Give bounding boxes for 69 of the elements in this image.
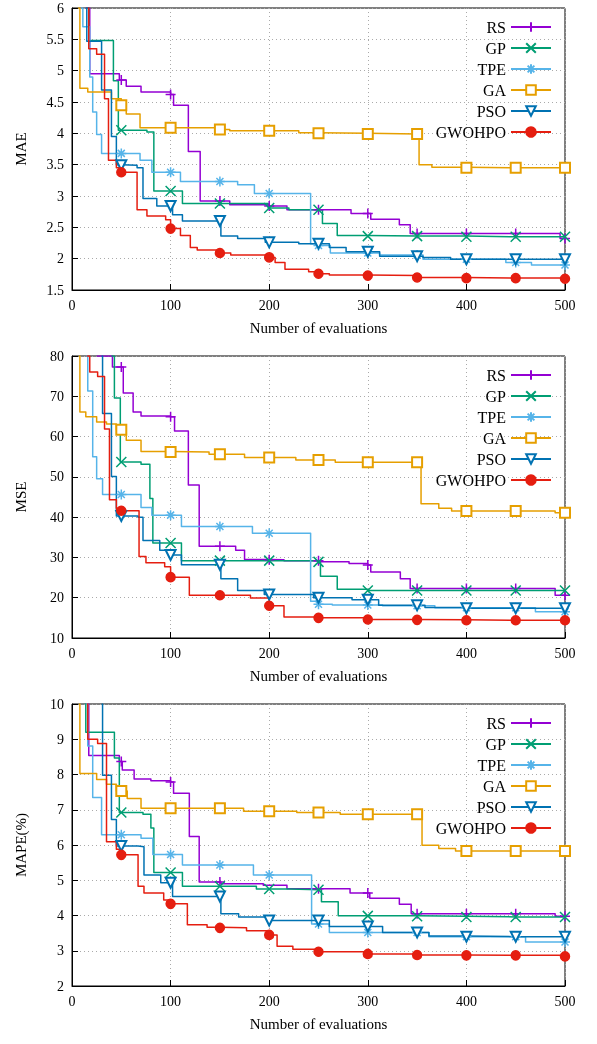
x-tick-label: 100 [160,993,182,1009]
y-tick-label: 7 [57,802,64,818]
x-axis-title: Number of evaluations [249,1015,388,1032]
y-axis-title: MSE [12,481,29,513]
legend-label: GWOHPO [435,123,506,141]
y-axis-title: MAPE(%) [12,812,30,878]
legend-label: GP [485,735,507,753]
y-tick-label: 70 [50,388,64,404]
legend-label: GP [485,387,507,405]
y-axis-title: MAE [12,132,29,166]
legend-label: PSO [476,102,506,120]
x-tick-label: 400 [455,993,477,1009]
legend-label: TPE [477,60,506,78]
y-tick-label: 3 [57,943,64,959]
x-tick-label: 300 [357,993,379,1009]
legend-label: GA [482,81,507,99]
legend-label: RS [486,714,506,732]
y-tick-label: 50 [50,469,64,485]
x-tick-label: 400 [455,297,477,313]
x-tick-label: 0 [68,993,76,1009]
legend-label: GWOHPO [435,819,506,837]
x-tick-label: 200 [258,993,280,1009]
legend-label: RS [486,18,506,36]
x-axis-title: Number of evaluations [249,319,388,336]
x-tick-label: 100 [160,297,182,313]
legend-label: GA [482,429,507,447]
y-tick-label: 80 [50,348,64,364]
x-tick-label: 0 [68,297,76,313]
x-tick-label: 200 [258,645,280,661]
legend-label: PSO [476,450,506,468]
y-tick-label: 10 [50,696,64,712]
y-tick-label: 8 [57,767,64,782]
x-tick-label: 300 [357,297,379,313]
y-tick-label: 4 [57,125,64,141]
y-tick-label: 6 [57,0,64,16]
y-tick-label: 5 [57,872,64,888]
x-tick-label: 0 [68,645,76,661]
x-axis-title: Number of evaluations [249,667,388,684]
y-tick-label: 9 [57,731,64,747]
y-tick-label: 2 [57,978,64,994]
legend-label: TPE [477,756,506,774]
x-tick-label: 500 [554,645,576,661]
y-tick-label: 20 [50,590,64,606]
x-tick-label: 300 [357,645,379,661]
x-tick-label: 400 [455,645,477,661]
y-tick-label: 4.5 [46,94,64,110]
x-tick-label: 500 [554,993,576,1009]
y-tick-label: 6 [57,837,64,853]
y-tick-label: 5 [57,63,64,79]
legend-label: GP [485,39,507,57]
y-tick-label: 2.5 [46,219,64,235]
y-tick-label: 30 [50,549,64,565]
legend-label: GWOHPO [435,471,506,489]
legend-label: TPE [477,408,506,426]
legend-label: GA [482,777,507,795]
y-tick-label: 3 [57,188,64,204]
y-tick-label: 2 [57,251,64,267]
y-tick-label: 1.5 [46,282,64,298]
legend-label: RS [486,366,506,384]
y-tick-label: 5.5 [46,31,64,47]
y-tick-label: 60 [50,429,64,445]
x-tick-label: 500 [554,297,576,313]
legend-label: PSO [476,798,506,816]
y-tick-label: 3.5 [46,157,64,173]
x-tick-label: 200 [258,297,280,313]
y-tick-label: 10 [50,630,64,646]
x-tick-label: 100 [160,645,182,661]
y-tick-label: 4 [57,908,64,923]
y-tick-label: 40 [50,509,64,525]
